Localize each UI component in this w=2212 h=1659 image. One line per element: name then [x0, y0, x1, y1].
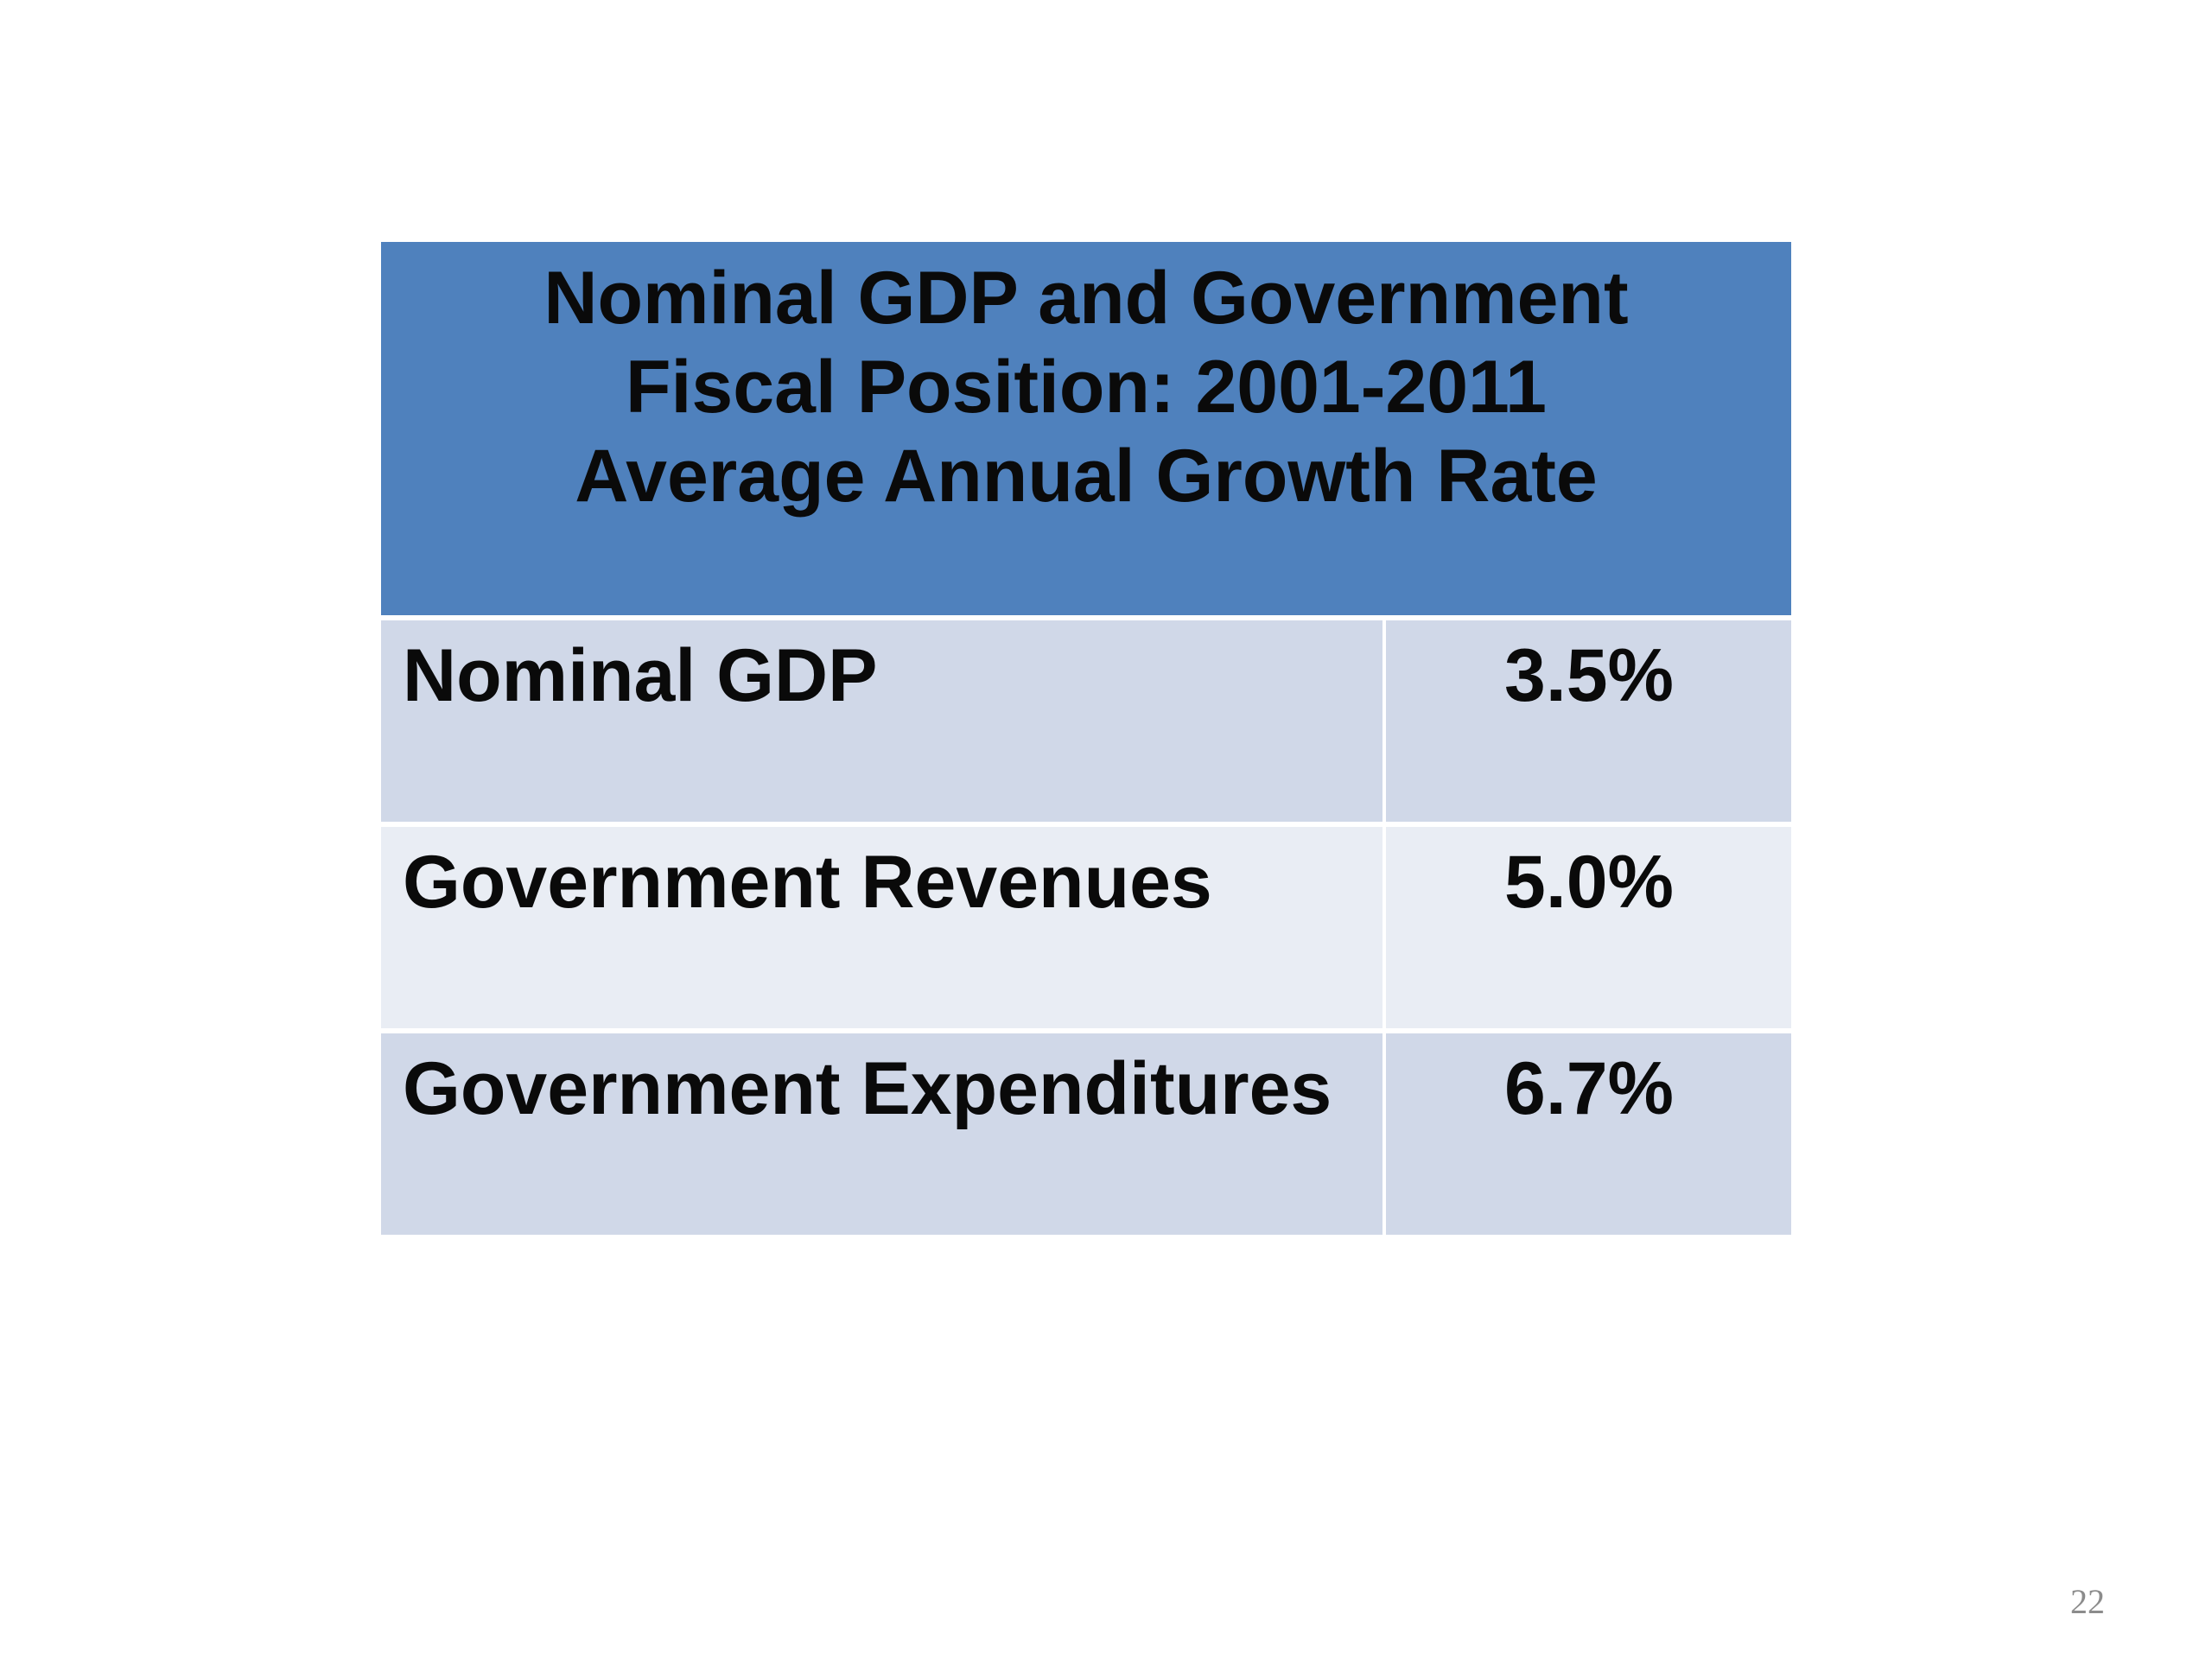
row-label: Government Revenues — [381, 827, 1382, 1028]
row-label: Government Expenditures — [381, 1033, 1382, 1235]
row-label: Nominal GDP — [381, 620, 1382, 822]
growth-rate-table: Nominal GDP and Government Fiscal Positi… — [381, 242, 1791, 1235]
table-row-nominal-gdp: Nominal GDP 3.5% — [381, 620, 1791, 822]
row-value: 5.0% — [1386, 827, 1791, 1028]
table-title-line-1: Nominal GDP and Government — [543, 257, 1629, 340]
page-number: 22 — [2070, 1582, 2105, 1621]
table-row-government-expenditures: Government Expenditures 6.7% — [381, 1033, 1791, 1235]
table-header: Nominal GDP and Government Fiscal Positi… — [381, 242, 1791, 615]
table-title-line-3: Average Annual Growth Rate — [575, 435, 1598, 518]
table-row-government-revenues: Government Revenues 5.0% — [381, 827, 1791, 1028]
row-value: 3.5% — [1386, 620, 1791, 822]
row-value: 6.7% — [1386, 1033, 1791, 1235]
table-title-line-2: Fiscal Position: 2001-2011 — [626, 346, 1547, 429]
